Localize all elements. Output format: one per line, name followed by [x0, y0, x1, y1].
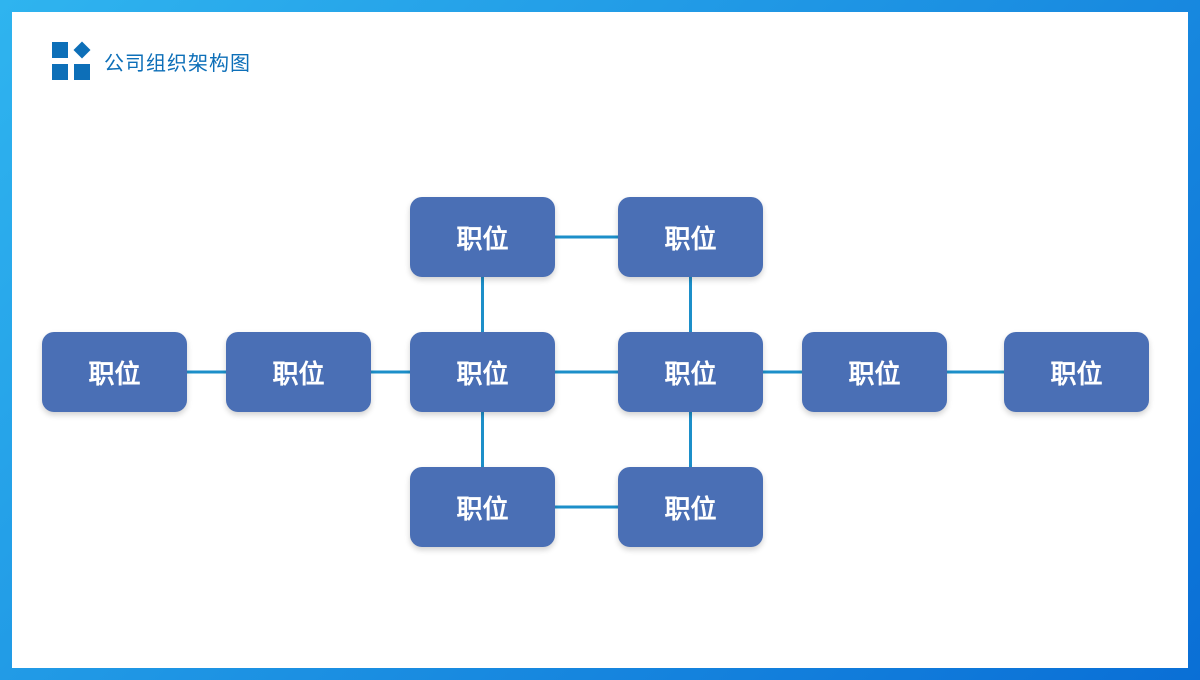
- org-node: 职位: [618, 197, 763, 277]
- org-node: 职位: [1004, 332, 1149, 412]
- org-node: 职位: [802, 332, 947, 412]
- slide-frame: 公司组织架构图 职位职位职位职位职位职位职位职位职位职位: [0, 0, 1200, 680]
- org-node: 职位: [226, 332, 371, 412]
- org-node: 职位: [410, 332, 555, 412]
- org-node: 职位: [618, 467, 763, 547]
- org-node: 职位: [618, 332, 763, 412]
- org-chart: 职位职位职位职位职位职位职位职位职位职位: [12, 12, 1188, 668]
- org-node: 职位: [410, 197, 555, 277]
- org-node: 职位: [410, 467, 555, 547]
- org-node: 职位: [42, 332, 187, 412]
- slide-canvas: 公司组织架构图 职位职位职位职位职位职位职位职位职位职位: [12, 12, 1188, 668]
